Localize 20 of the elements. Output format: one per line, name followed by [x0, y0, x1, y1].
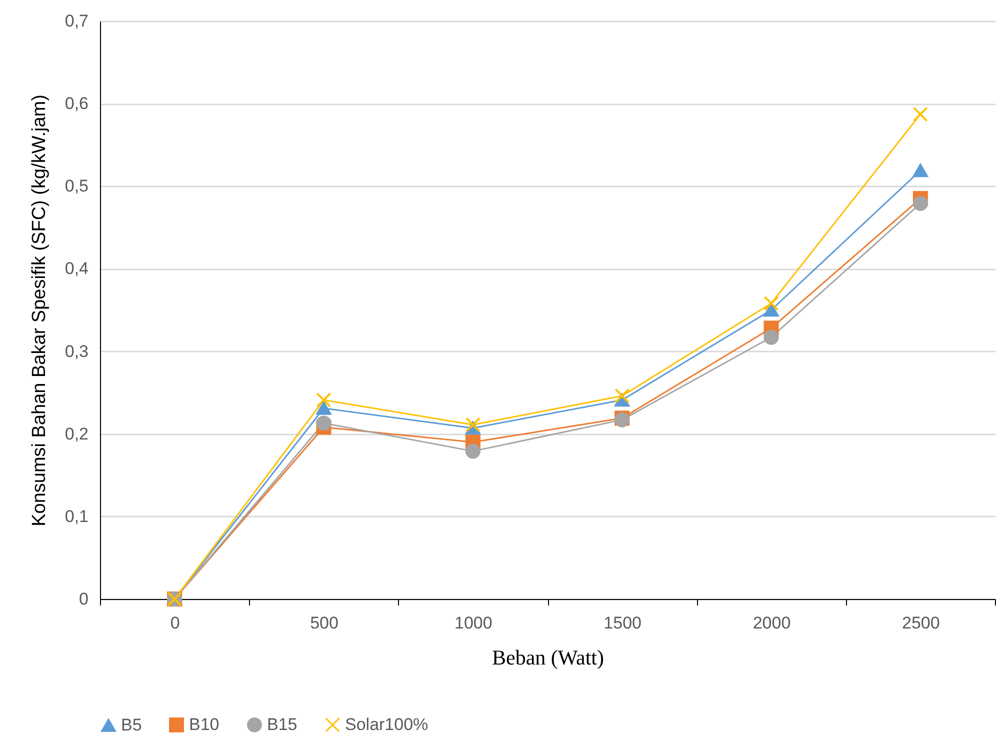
y-tick-label: 0,4 — [64, 259, 88, 278]
x-tick-label: 500 — [310, 614, 338, 632]
y-tick-label: 0 — [79, 590, 88, 608]
y-axis-title: Konsumsi Bahan Bakar Spesifik (SFC) (kg/kW.jam) — [28, 94, 50, 526]
x-tick-label: 2000 — [752, 614, 791, 632]
x-tick-label: 2500 — [902, 614, 940, 632]
y-tick-label: 0,6 — [64, 94, 88, 114]
y-tick-label: 0,7 — [64, 12, 88, 30]
x-tick-label: 1500 — [604, 614, 642, 632]
legend-label: B5 — [121, 715, 142, 734]
x-axis-title: Beban (Watt) — [492, 646, 604, 670]
x-tick-label: 0 — [170, 614, 180, 632]
legend-label: B10 — [189, 714, 220, 734]
legend-label: B15 — [267, 714, 298, 734]
x-tick-label: 1000 — [454, 614, 492, 632]
y-tick-label: 0,5 — [64, 176, 88, 196]
y-tick-label: 0,3 — [64, 342, 88, 361]
y-tick-label: 0,2 — [64, 424, 88, 444]
legend-label: Solar100% — [345, 714, 428, 734]
y-tick-label: 0,1 — [64, 506, 88, 526]
